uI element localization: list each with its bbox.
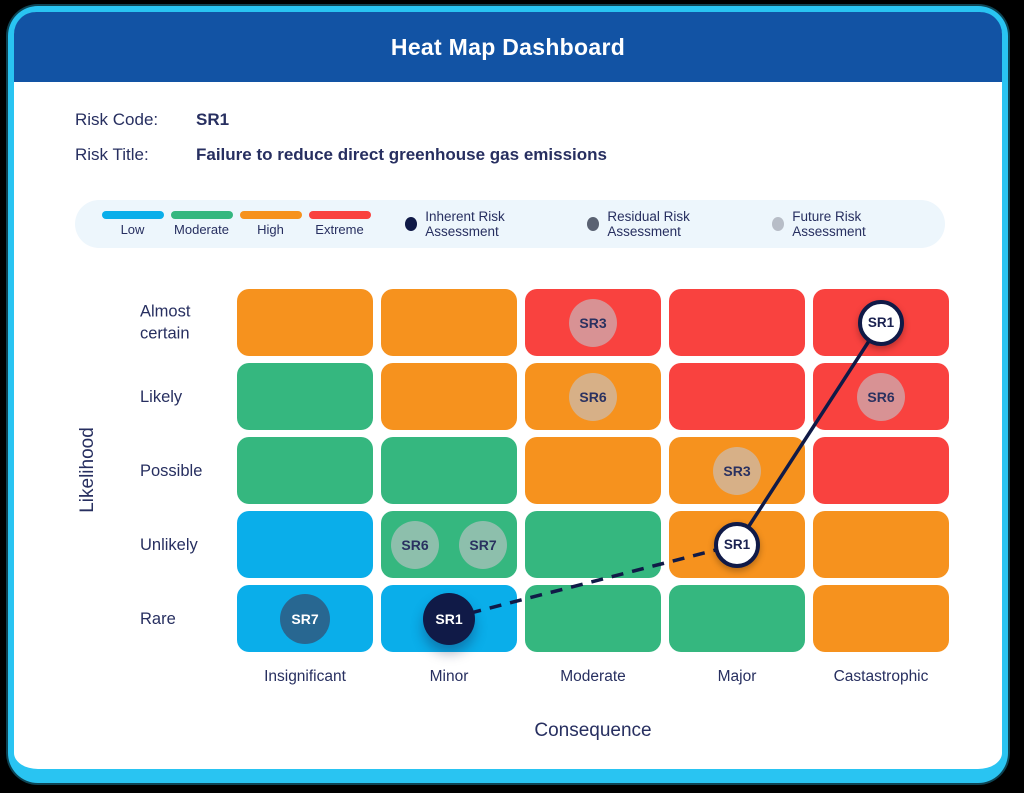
assessment-legend-item: Inherent Risk Assessment bbox=[405, 209, 561, 239]
heatmap-cell bbox=[381, 289, 517, 356]
risk-marker-sr1[interactable]: SR1 bbox=[423, 592, 475, 645]
severity-color-bar bbox=[308, 211, 371, 219]
severity-color-bar bbox=[101, 211, 164, 219]
severity-label: Extreme bbox=[315, 222, 364, 237]
risk-marker-sr6[interactable]: SR6 bbox=[569, 372, 617, 421]
risk-marker-sr6[interactable]: SR6 bbox=[391, 520, 439, 569]
assessment-legend-item: Future Risk Assessment bbox=[772, 209, 919, 239]
heatmap-cell bbox=[525, 437, 661, 504]
header-band: Heat Map Dashboard bbox=[14, 12, 1002, 82]
assessment-label: Future Risk Assessment bbox=[792, 209, 866, 239]
y-tick-label: Possible bbox=[140, 461, 203, 480]
assessment-dot-icon bbox=[772, 217, 785, 231]
assessment-dot-icon bbox=[405, 217, 418, 231]
page-title: Heat Map Dashboard bbox=[390, 33, 626, 60]
risk-code-row: Risk Code: SR1 bbox=[75, 110, 229, 130]
y-tick-label: Almost certain bbox=[140, 302, 191, 343]
severity-legend-item: Low bbox=[101, 211, 164, 237]
heatmap-cell bbox=[237, 289, 373, 356]
heatmap-cell bbox=[669, 363, 805, 430]
severity-label: Moderate bbox=[174, 222, 229, 237]
heatmap-cell bbox=[381, 363, 517, 430]
legend-bar: Low Moderate High Extreme Inherent Risk … bbox=[75, 200, 945, 248]
risk-marker-sr3[interactable]: SR3 bbox=[713, 446, 761, 495]
heatmap-cell bbox=[237, 511, 373, 578]
x-tick-label: Major bbox=[717, 668, 757, 685]
risk-title-label: Risk Title: bbox=[75, 145, 149, 164]
severity-label: High bbox=[257, 222, 284, 237]
y-tick-label: Unlikely bbox=[140, 535, 198, 554]
heatmap-cell bbox=[525, 585, 661, 652]
heatmap-cell bbox=[669, 585, 805, 652]
heatmap-cell bbox=[381, 437, 517, 504]
severity-legend: Low Moderate High Extreme bbox=[101, 211, 371, 237]
severity-legend-item: Moderate bbox=[170, 211, 233, 237]
x-tick-label: Insignificant bbox=[264, 668, 346, 685]
x-tick-label: Minor bbox=[429, 668, 469, 685]
heatmap-cell bbox=[813, 511, 949, 578]
x-axis-label: Consequence bbox=[534, 720, 652, 741]
risk-code-value: SR1 bbox=[196, 110, 230, 129]
severity-color-bar bbox=[170, 211, 233, 219]
heatmap-cell bbox=[813, 437, 949, 504]
risk-marker-sr6[interactable]: SR6 bbox=[857, 372, 905, 421]
assessment-legend-item: Residual Risk Assessment bbox=[587, 209, 746, 239]
heatmap-cell bbox=[669, 289, 805, 356]
severity-legend-item: Extreme bbox=[308, 211, 371, 237]
risk-marker-sr7[interactable]: SR7 bbox=[280, 593, 330, 644]
assessment-label: Inherent Risk Assessment bbox=[425, 209, 505, 239]
assessment-label: Residual Risk Assessment bbox=[607, 209, 690, 239]
risk-marker-sr1[interactable]: SR1 bbox=[714, 521, 760, 568]
x-tick-label: Castastrophic bbox=[833, 668, 929, 685]
risk-title-row: Risk Title: Failure to reduce direct gre… bbox=[75, 145, 607, 165]
severity-color-bar bbox=[239, 211, 302, 219]
severity-label: Low bbox=[120, 222, 145, 237]
risk-title-value: Failure to reduce direct greenhouse gas … bbox=[196, 145, 607, 164]
risk-marker-sr3[interactable]: SR3 bbox=[569, 298, 617, 347]
heatmap-cell bbox=[813, 585, 949, 652]
y-axis-label: Likelihood bbox=[77, 427, 98, 513]
x-tick-label: Moderate bbox=[560, 668, 626, 685]
heatmap-cell bbox=[237, 363, 373, 430]
assessment-legend: Inherent Risk Assessment Residual Risk A… bbox=[405, 209, 919, 239]
severity-legend-item: High bbox=[239, 211, 302, 237]
risk-marker-sr1[interactable]: SR1 bbox=[858, 299, 904, 346]
risk-marker-sr7[interactable]: SR7 bbox=[459, 520, 507, 569]
heatmap-cell bbox=[237, 437, 373, 504]
risk-code-label: Risk Code: bbox=[75, 110, 159, 129]
assessment-dot-icon bbox=[587, 217, 600, 231]
y-tick-label: Likely bbox=[140, 387, 183, 406]
y-tick-label: Rare bbox=[140, 609, 176, 628]
heatmap-cell bbox=[525, 511, 661, 578]
